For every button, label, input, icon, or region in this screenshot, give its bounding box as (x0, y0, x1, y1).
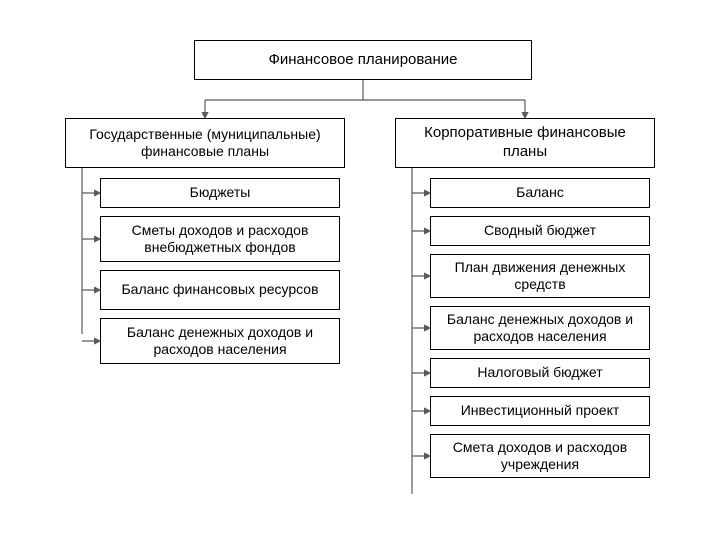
right-branch-header-label: Корпоративные финансовые планы (402, 124, 648, 162)
right-item-label: Баланс денежных доходов и расходов насел… (437, 311, 643, 346)
left-item: Баланс финансовых ресурсов (100, 270, 340, 310)
right-item: Смета доходов и расходов учреждения (430, 434, 650, 478)
right-item: План движения денежных средств (430, 254, 650, 298)
left-branch-header: Государственные (муниципальные) финансов… (65, 118, 345, 168)
right-item-label: Инвестиционный проект (461, 402, 620, 420)
right-item: Налоговый бюджет (430, 358, 650, 388)
right-item: Баланс (430, 178, 650, 208)
right-item-label: План движения денежных средств (437, 259, 643, 294)
root-label: Финансовое планирование (268, 51, 457, 70)
left-item: Сметы доходов и расходов внебюджетных фо… (100, 216, 340, 262)
right-branch-header: Корпоративные финансовые планы (395, 118, 655, 168)
right-item: Баланс денежных доходов и расходов насел… (430, 306, 650, 350)
left-item: Бюджеты (100, 178, 340, 208)
left-item-label: Баланс денежных доходов и расходов насел… (107, 324, 333, 359)
right-item: Инвестиционный проект (430, 396, 650, 426)
left-item-label: Сметы доходов и расходов внебюджетных фо… (107, 222, 333, 257)
left-item: Баланс денежных доходов и расходов насел… (100, 318, 340, 364)
root-node: Финансовое планирование (194, 40, 532, 80)
left-branch-header-label: Государственные (муниципальные) финансов… (72, 126, 338, 161)
left-item-label: Бюджеты (190, 184, 251, 202)
right-item: Сводный бюджет (430, 216, 650, 246)
right-item-label: Смета доходов и расходов учреждения (437, 439, 643, 474)
right-item-label: Налоговый бюджет (477, 364, 602, 382)
right-item-label: Сводный бюджет (484, 222, 596, 240)
left-item-label: Баланс финансовых ресурсов (121, 281, 318, 299)
right-item-label: Баланс (516, 184, 564, 202)
